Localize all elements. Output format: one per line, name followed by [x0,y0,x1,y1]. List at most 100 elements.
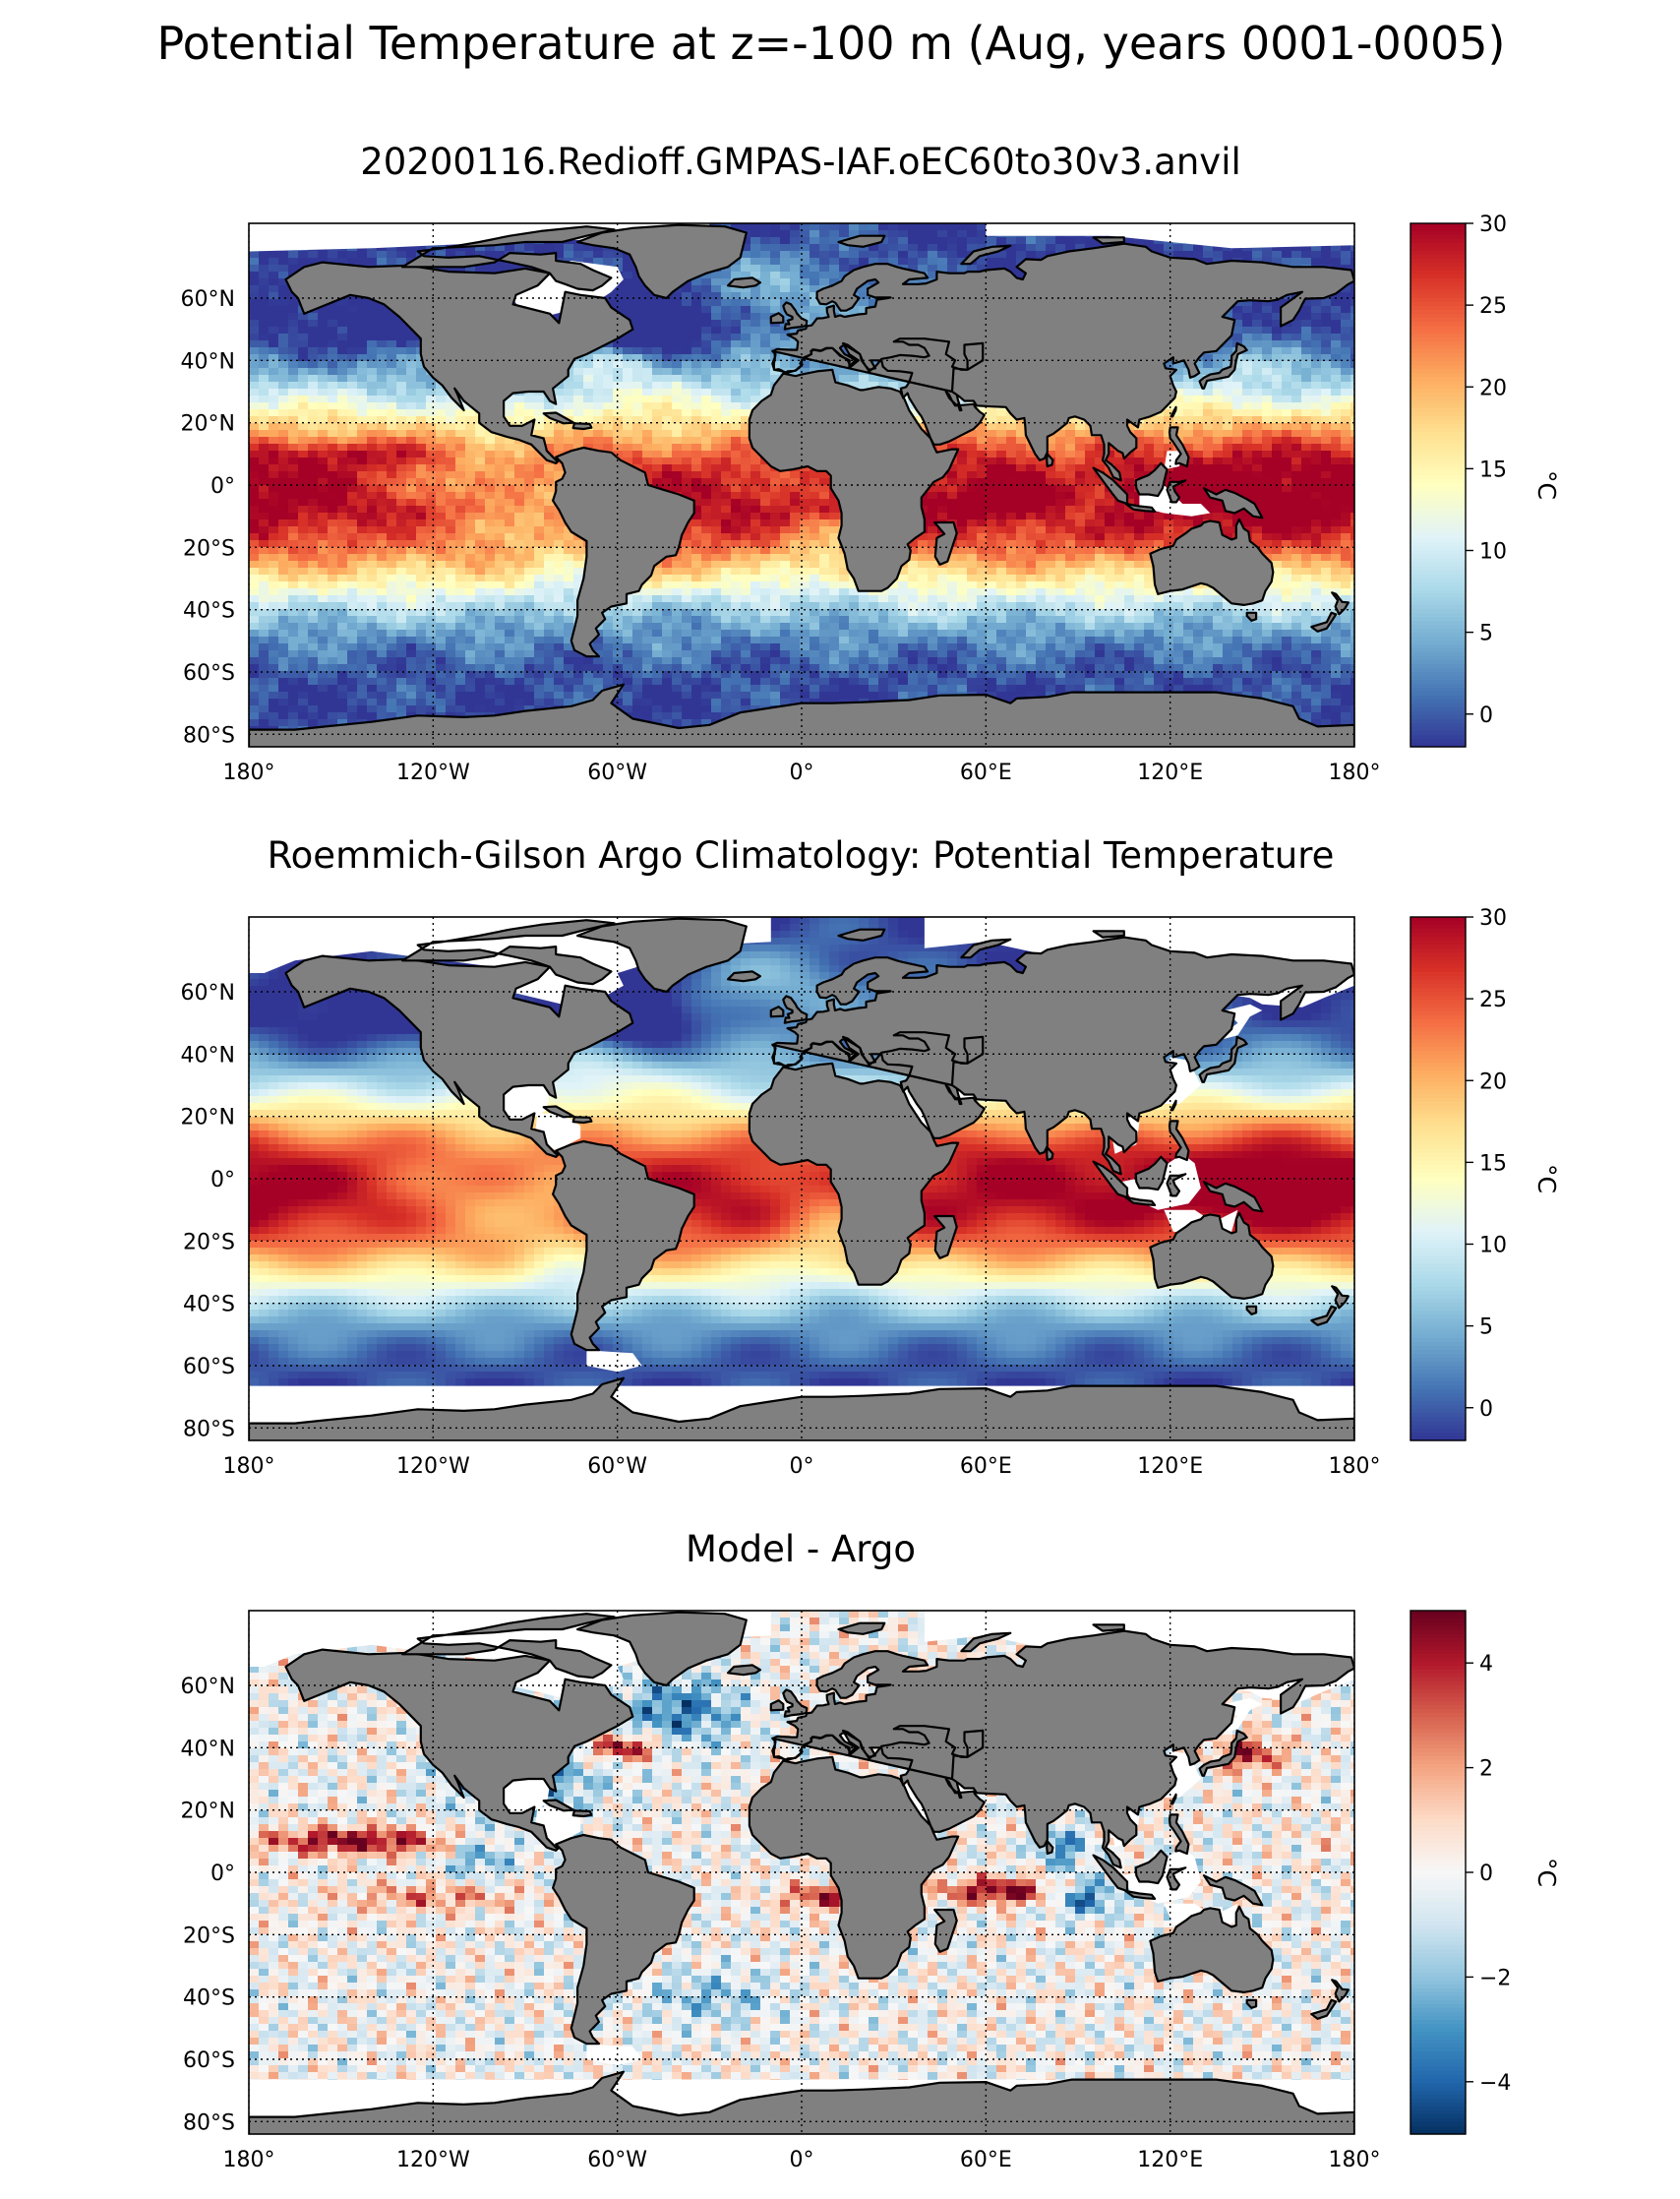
lon-labels: 180° 120°W 60°W 0° 60°E 120°E 180° [223,1454,1381,1479]
suptitle: Potential Temperature at z=-100 m (Aug, … [156,17,1505,70]
colorbar-fill [1410,223,1466,748]
landmass [727,276,761,289]
landmass [552,446,695,658]
colorbar-tick-label: 0 [1479,1862,1493,1886]
landmass [771,242,1354,482]
nodata-region [1164,451,1183,470]
landmass [1310,1998,1338,2020]
landmass [1170,405,1177,418]
landmass [284,954,634,1158]
lon-tick-label: 60°E [960,761,1012,785]
colorbar-label: °C [1532,470,1561,500]
map-frame [248,222,1355,748]
landmass [1092,236,1125,245]
lon-tick-label: 180° [223,1454,275,1479]
lat-tick-label: 60°S [183,1355,235,1379]
colorbar-tick-label: 15 [1479,1151,1507,1176]
lat-tick-label: 0° [210,474,235,499]
landmass [1202,1181,1264,1213]
landmass [1124,502,1157,513]
colorbar-tick-label: 4 [1479,1652,1493,1677]
lat-tick-label: 40°S [183,1986,235,2011]
colorbar: 0 5 10 15 20 25 30 °C [1410,906,1561,1441]
landmass [552,1139,695,1352]
map-axes: 60°N 40°N 20°N 0° 20°S 40°S 60°S 80°S 180° 120°W… [181,916,1381,1479]
landmass [1134,1155,1169,1191]
lon-tick-label: 60°W [587,761,647,785]
lat-tick-label: 20°S [183,536,235,561]
landmass [552,1833,695,2046]
lon-labels: 180° 120°W 60°W 0° 60°E 120°E 180° [223,2148,1381,2172]
landmass [1149,518,1275,606]
colorbar-tick-label: 25 [1479,294,1507,319]
colorbar-tick-label: 15 [1479,458,1507,482]
landmass [933,1908,958,1953]
lon-tick-label: 180° [1329,2148,1381,2172]
landmass [1245,611,1258,622]
landmass [1168,1120,1190,1162]
landmass [727,970,761,983]
landmass [401,919,616,986]
graticule [249,1611,1354,2134]
lat-tick-label: 80°S [183,2110,235,2135]
lon-tick-label: 180° [223,2148,275,2172]
lat-tick-label: 40°N [181,349,235,374]
landmass [960,938,1012,959]
nodata-region [501,1078,550,1123]
lon-tick-label: 60°W [587,2148,647,2172]
landmass [1166,1866,1187,1891]
landmass [401,1613,616,1680]
colorbar-ticks: −4 −2 0 2 4 [1466,1652,1511,2096]
landmass [1134,1849,1169,1885]
landmass [1046,453,1054,468]
landmass [571,1809,593,1818]
colorbar-tick-label: 20 [1479,1069,1507,1094]
landmass [1168,426,1190,468]
lon-tick-label: 180° [223,761,275,785]
land-layer [249,1611,1354,2134]
colorbar-tick-label: 0 [1479,1397,1493,1422]
landmass [960,1631,1012,1653]
landmass [1149,1905,1275,1993]
colorbar-tick-label: 5 [1479,622,1493,646]
landmass [782,1688,809,1718]
nodata-region [586,1350,642,1373]
landmass [769,1006,785,1018]
lat-tick-label: 20°S [183,1230,235,1254]
map-axes: 60°N 40°N 20°N 0° 20°S 40°S 60°S 80°S 180° 120°W… [181,222,1381,785]
lat-tick-label: 60°N [181,981,235,1006]
lat-tick-label: 20°N [181,1106,235,1130]
lon-tick-label: 120°E [1137,761,1203,785]
landmass [1092,1854,1129,1893]
colorbar-tick-label: 5 [1479,1315,1493,1340]
nodata-region [586,2044,642,2066]
landmass [1168,1813,1190,1856]
landmass [571,422,593,431]
lon-tick-label: 60°E [960,1454,1012,1479]
map-axes: 60°N 40°N 20°N 0° 20°S 40°S 60°S 80°S 180° 120°W… [181,1610,1381,2172]
map-frame [248,916,1355,1441]
nodata-region [1213,1004,1263,1042]
lon-tick-label: 60°E [960,2148,1012,2172]
landmass [1202,1874,1264,1907]
landmass [727,1664,761,1677]
lat-tick-label: 0° [210,1168,235,1192]
landmass [576,917,748,994]
lat-tick-label: 20°S [183,1924,235,1948]
lon-tick-label: 120°W [396,2148,470,2172]
landmass [1092,1623,1125,1632]
panel-model: 20200116.Redioff.GMPAS-IAF.oEC60to30v3.a… [181,141,1561,785]
landmass [769,1699,785,1712]
colorbar-tick-label: 30 [1479,906,1507,931]
landmass [1310,611,1338,633]
colorbar-ticks: 0 5 10 15 20 25 30 [1466,213,1507,728]
lat-labels: 60°N 40°N 20°N 0° 20°S 40°S 60°S 80°S [181,981,235,1441]
landmass [1310,1305,1338,1326]
landmass [401,225,616,292]
landmass [837,234,886,248]
landmass [1124,1195,1157,1206]
land-layer [249,223,1354,747]
panel-obs: Roemmich-Gilson Argo Climatology: Potent… [181,834,1561,1479]
land-layer [249,917,1354,1440]
landmass [1198,1729,1248,1777]
